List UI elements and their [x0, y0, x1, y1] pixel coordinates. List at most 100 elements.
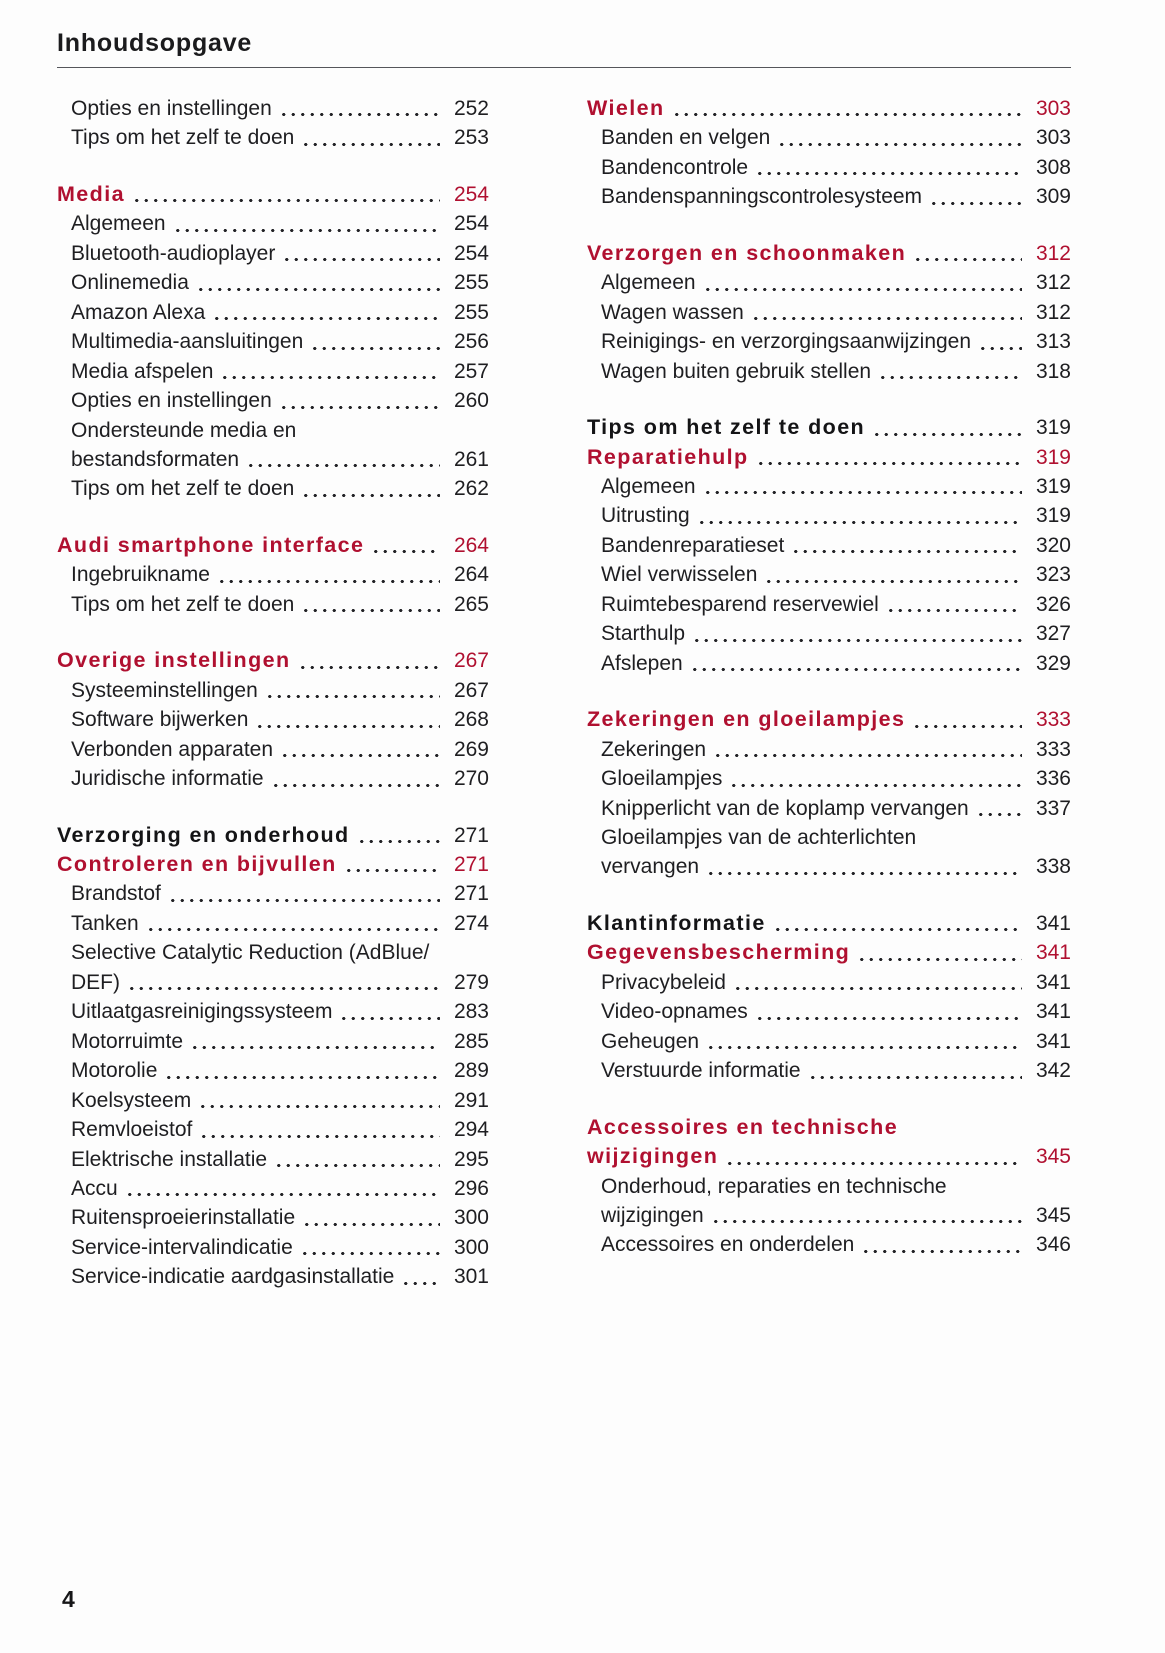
toc-entry-label: Gloeilampjes [601, 767, 723, 791]
toc-page-number: 342 [1035, 1059, 1071, 1083]
dot-leader [706, 1046, 1022, 1050]
toc-section-heading: Tips om het zelf te doen 319 [587, 413, 1071, 442]
dot-leader [301, 609, 440, 613]
toc-entry-label: Systeeminstellingen [71, 678, 258, 702]
toc-entry: Onlinemedia 255 [57, 268, 489, 297]
toc-entry-label: Service-indicatie aardgasinstallatie [71, 1265, 395, 1289]
toc-section-heading: Verzorgen en schoonmaken 312 [587, 239, 1071, 268]
toc-page-number: 267 [453, 678, 489, 702]
toc-entry-label: Zekeringen en gloeilampjes [587, 707, 906, 732]
toc-entry-label: Tips om het zelf te doen [587, 415, 866, 440]
toc-entry-label: Uitlaatgasreinigingssysteem [71, 1000, 333, 1024]
toc-page-number: 329 [1035, 651, 1071, 675]
toc-page-number: 274 [453, 911, 489, 935]
toc-entry-label: Verbonden apparaten [71, 737, 274, 761]
toc-entry-label: Accu [71, 1176, 118, 1200]
toc-entry: Onderhoud, reparaties en technische [587, 1172, 1071, 1201]
dot-leader [356, 839, 440, 843]
toc-entry-label: Overige instellingen [57, 648, 291, 673]
toc-page-number: 323 [1035, 563, 1071, 587]
toc-page-number: 285 [453, 1029, 489, 1053]
toc-entry: Opties en instellingen 252 [57, 94, 489, 123]
dot-leader [167, 898, 440, 902]
toc-section-heading: Verzorging en onderhoud 271 [57, 821, 489, 850]
toc-page-number: 267 [453, 649, 489, 673]
toc-page-number: 319 [1035, 504, 1071, 528]
dot-leader [264, 695, 440, 699]
toc-entry-label: Knipperlicht van de koplamp vervangen [601, 796, 969, 820]
toc-entry: Juridische informatie 270 [57, 764, 489, 793]
dot-leader [190, 1046, 440, 1050]
toc-entry: Elektrische installatie 295 [57, 1145, 489, 1174]
toc-page-number: 345 [1035, 1203, 1071, 1227]
toc-section-heading: Zekeringen en gloeilampjes 333 [587, 705, 1071, 734]
toc-page-number: 320 [1035, 533, 1071, 557]
dot-leader [702, 287, 1022, 291]
toc-page-number: 346 [1035, 1233, 1071, 1257]
toc-entry: Tips om het zelf te doen 253 [57, 123, 489, 152]
toc-entry: Zekeringen 333 [587, 735, 1071, 764]
toc-entry: Remvloeistof 294 [57, 1115, 489, 1144]
toc-page-number: 254 [453, 182, 489, 206]
toc-page-number: 291 [453, 1088, 489, 1112]
toc-page-number: 253 [453, 126, 489, 150]
toc-column-left: Opties en instellingen 252 Tips om het zel… [57, 94, 489, 1292]
toc-entry: Verstuurde informatie 342 [587, 1056, 1071, 1085]
dot-leader [861, 1249, 1022, 1253]
toc-page-number: 341 [1035, 970, 1071, 994]
footer-page-number: 4 [62, 1586, 75, 1612]
dot-leader [975, 812, 1022, 816]
toc-entry-label: Geheugen [601, 1029, 700, 1053]
toc-entry: Software bijwerken 268 [57, 705, 489, 734]
dot-leader [807, 1075, 1022, 1079]
toc-section-heading: Overige instellingen 267 [57, 646, 489, 675]
toc-entry-label: Gloeilampjes van de achterlichten [601, 825, 917, 849]
toc-entry: Service-intervalindicatie 300 [57, 1233, 489, 1262]
toc-entry: Bandenspanningscontrolesysteem 309 [587, 182, 1071, 211]
dot-leader [689, 668, 1022, 672]
dot-leader [764, 579, 1022, 583]
toc-page-number: 333 [1035, 737, 1071, 761]
toc-entry: Wagen wassen 312 [587, 298, 1071, 327]
toc-entry-label: wijzigingen [601, 1203, 704, 1227]
dot-leader [274, 1163, 440, 1167]
toc-entry: Ingebruikname 264 [57, 560, 489, 589]
toc-entry-label: Bandencontrole [601, 155, 749, 179]
toc-entry-label: Motorruimte [71, 1029, 184, 1053]
toc-page-number: 319 [1035, 416, 1071, 440]
toc-entry-label: Opties en instellingen [71, 97, 272, 120]
toc-entry-label: Algemeen [71, 212, 166, 236]
toc-entry-label: Bandenspanningscontrolesysteem [601, 185, 923, 209]
toc-entry: Tanken 274 [57, 909, 489, 938]
toc-entry-label: Opties en instellingen [71, 389, 272, 413]
toc-entry-label: Onlinemedia [71, 271, 189, 295]
toc-page-number: 338 [1035, 855, 1071, 879]
toc-entry-label: Algemeen [601, 474, 696, 498]
dot-leader [754, 1016, 1022, 1020]
toc-entry: Wiel verwisselen 323 [587, 560, 1071, 589]
toc-entry-label: Starthulp [601, 622, 686, 646]
dot-leader [127, 987, 440, 991]
toc-entry-label: Media afspelen [71, 359, 214, 383]
toc-entry: Geheugen 341 [587, 1027, 1071, 1056]
dot-leader [772, 928, 1022, 932]
toc-entry: Algemeen 319 [587, 472, 1071, 501]
toc-entry-label: Afslepen [601, 651, 683, 675]
toc-page-number: 260 [453, 389, 489, 413]
toc-entry: Multimedia-aansluitingen 256 [57, 327, 489, 356]
toc-page-number: 341 [1035, 1000, 1071, 1024]
toc-entry: Tips om het zelf te doen 265 [57, 590, 489, 619]
dot-leader [310, 346, 440, 350]
toc-columns: Opties en instellingen 252 Tips om het zel… [57, 94, 1071, 1292]
dot-leader [706, 871, 1022, 875]
dot-leader [172, 228, 440, 232]
dot-leader [929, 201, 1022, 205]
toc-entry: Bluetooth-audioplayer 254 [57, 239, 489, 268]
toc-entry-label: Verzorging en onderhoud [57, 822, 350, 847]
toc-page-number: 279 [453, 970, 489, 994]
toc-entry-label: Ingebruikname [71, 563, 210, 587]
dot-leader [750, 317, 1022, 321]
toc-page-number: 264 [453, 563, 489, 587]
dot-leader [282, 258, 440, 262]
dot-leader [278, 113, 440, 117]
